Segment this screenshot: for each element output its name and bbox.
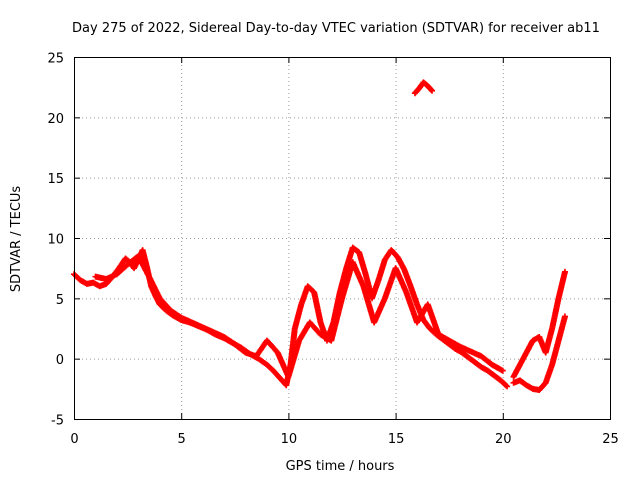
y-tick-label: -5 [51, 414, 64, 429]
x-tick-label: 0 [70, 432, 78, 447]
y-tick-label: 0 [56, 353, 64, 368]
x-tick-label: 5 [178, 432, 186, 447]
x-tick-label: 25 [602, 432, 619, 447]
x-tick-label: 15 [388, 432, 405, 447]
y-tick-label: 10 [47, 233, 64, 248]
y-axis-label: SDTVAR / TECUs [9, 186, 24, 293]
data-point-marker [503, 382, 510, 389]
data-point-marker [429, 87, 436, 94]
y-tick-label: 20 [47, 112, 64, 127]
data-point-marker [428, 86, 435, 93]
y-tick-label: 5 [56, 293, 64, 308]
grid [74, 57, 610, 419]
data-point-marker [561, 313, 568, 320]
x-tick-label: 10 [281, 432, 298, 447]
chart-title: Day 275 of 2022, Sidereal Day-to-day VTE… [72, 21, 600, 36]
data-point-marker [504, 383, 511, 390]
x-tick-label: 20 [495, 432, 512, 447]
x-axis-label: GPS time / hours [286, 459, 395, 474]
data-point-marker [561, 268, 568, 275]
y-tick-label: 25 [47, 52, 64, 67]
data-markers [71, 79, 568, 394]
y-tick-label: 15 [47, 172, 64, 187]
data-point-marker [499, 367, 506, 374]
axis-ticks: 0 5 10 15 20 25 -5 0 5 10 15 20 25 [47, 52, 618, 448]
